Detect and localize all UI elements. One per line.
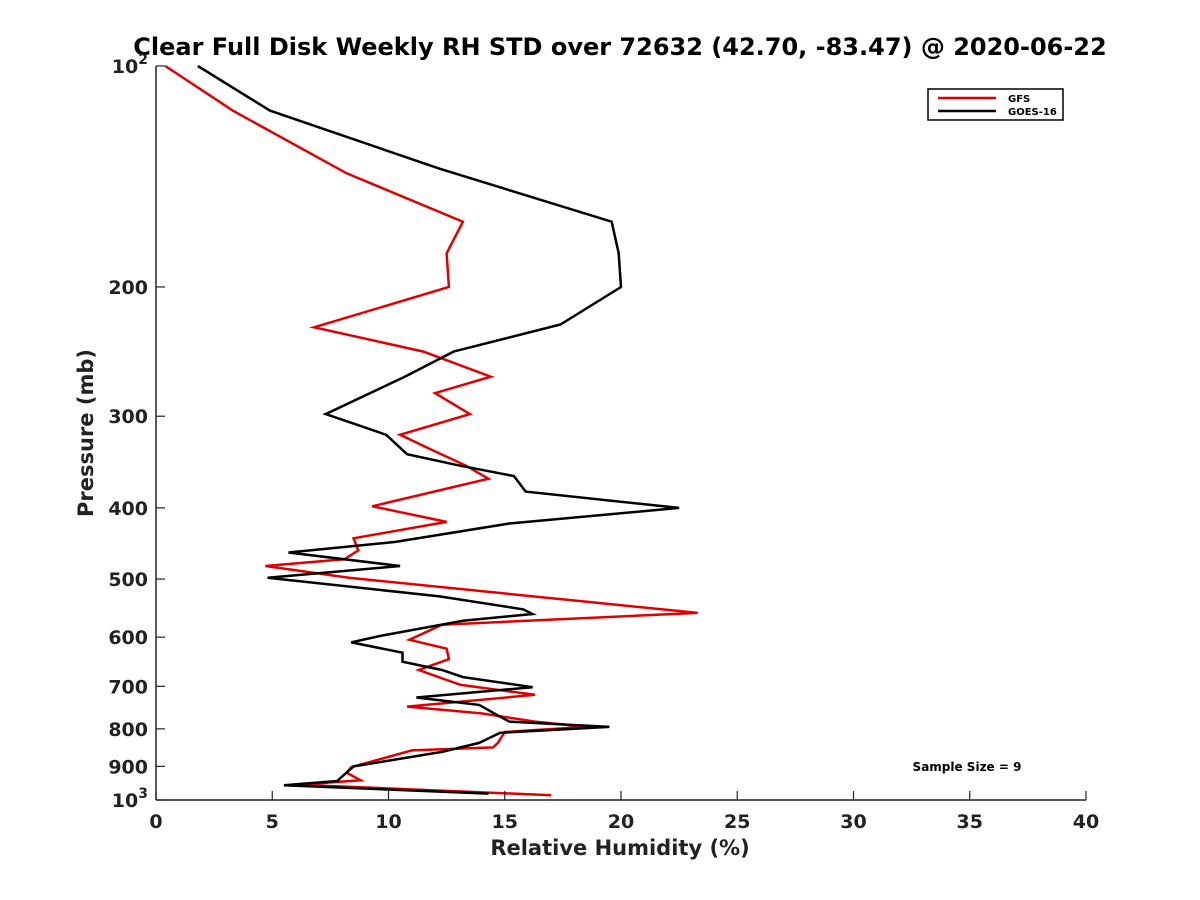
x-tick-label: 20 [608, 811, 634, 833]
plot-frame [155, 66, 1086, 801]
x-tick-label: 15 [492, 811, 518, 833]
y-tick-label: 900 [108, 756, 148, 778]
x-axis-ticks: 0 5 10 15 20 25 30 35 40 [149, 791, 1099, 833]
legend-label: GFS [1008, 94, 1030, 105]
x-tick-label: 30 [840, 811, 866, 833]
y-axis-ticks: 102 200 300 400 500 600 700 800 900 103 [108, 52, 165, 812]
y-tick-label: 700 [108, 676, 148, 698]
sample-size-annotation: Sample Size = 9 [913, 760, 1022, 774]
legend-box [927, 88, 1064, 121]
y-tick-label: 102 [112, 52, 148, 78]
legend-label: GOES-16 [1008, 107, 1057, 118]
x-tick-label: 5 [266, 811, 279, 833]
x-tick-label: 10 [375, 811, 401, 833]
x-tick-label: 40 [1073, 811, 1099, 833]
y-tick-label: 103 [112, 786, 148, 812]
x-tick-label: 25 [724, 811, 750, 833]
y-tick-label: 800 [108, 719, 148, 741]
plot-series [164, 64, 698, 797]
y-tick-label: 400 [108, 498, 148, 520]
legend: GFS GOES-16 [927, 88, 1064, 121]
y-tick-label: 600 [108, 627, 148, 649]
y-axis-label: Pressure (mb) [74, 349, 98, 517]
y-tick-label: 300 [108, 406, 148, 428]
series-line-goes-16 [197, 64, 680, 795]
y-tick-label: 500 [108, 569, 148, 591]
series-line-gfs [164, 64, 698, 797]
chart-title: Clear Full Disk Weekly RH STD over 72632… [133, 33, 1106, 61]
x-axis-label: Relative Humidity (%) [490, 836, 749, 860]
x-tick-label: 35 [957, 811, 983, 833]
x-tick-label: 0 [149, 811, 162, 833]
y-tick-label: 200 [108, 277, 148, 299]
